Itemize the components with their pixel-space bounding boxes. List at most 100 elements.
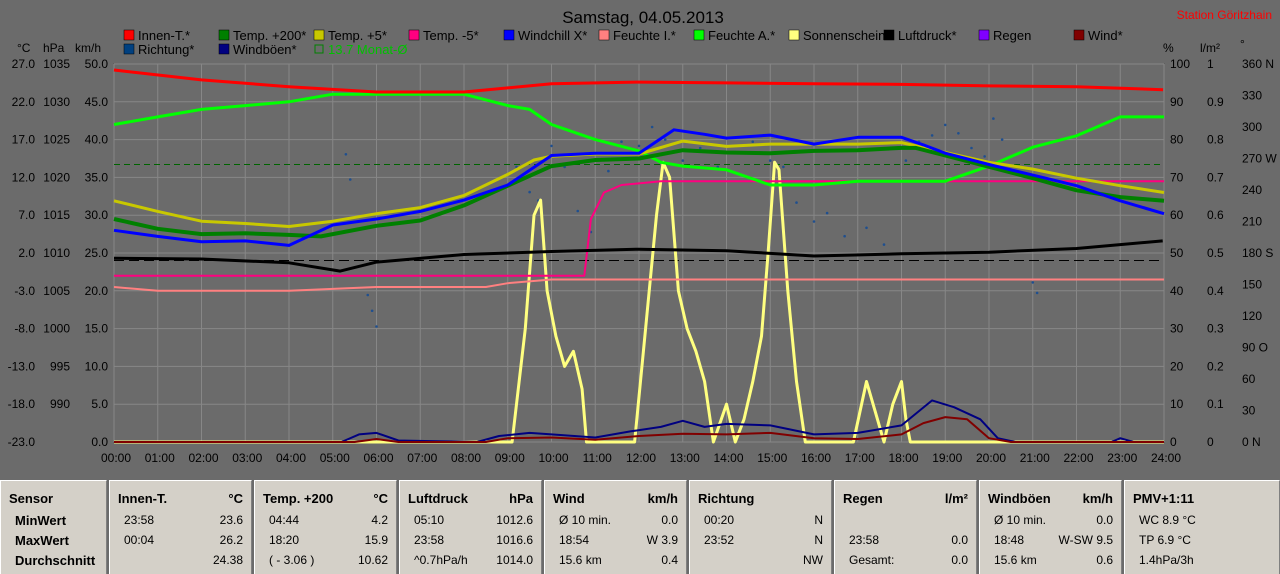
- direction-tick-label: 120: [1242, 309, 1262, 323]
- panel-value: 0.0: [951, 533, 968, 547]
- panel-title: Windböen: [988, 491, 1051, 506]
- direction-point: [795, 201, 798, 204]
- direction-point: [344, 153, 348, 156]
- panel-value: N: [814, 513, 823, 527]
- panel-header: PMV+1:11: [1133, 491, 1271, 507]
- panel-value: 1016.6: [496, 533, 533, 547]
- series: [113, 68, 1165, 444]
- direction-point: [698, 146, 702, 150]
- x-tick-label: 09:00: [495, 451, 525, 465]
- humidity-tick-label: 40: [1170, 284, 1184, 298]
- x-tick-label: 22:00: [1063, 451, 1093, 465]
- legend-swatch: [313, 29, 325, 41]
- panel-row: 05:10 1012.6: [408, 513, 533, 531]
- panel-title: Luftdruck: [408, 491, 468, 506]
- x-tick-label: 23:00: [1107, 451, 1137, 465]
- legend-label: Windböen*: [233, 42, 297, 57]
- humidity-tick-label: 20: [1170, 359, 1184, 373]
- x-tick-label: 13:00: [670, 451, 700, 465]
- rain-tick-label: 0.1: [1207, 397, 1224, 411]
- panel-header: Temp. +200 °C: [263, 491, 388, 507]
- humidity-tick-label: 10: [1170, 397, 1184, 411]
- x-tick-label: 11:00: [583, 451, 612, 465]
- stats-panel: PMV+1:11 WC 8.9 °C TP 6.9 °C 1.4hPa/3h: [1124, 480, 1280, 574]
- panel-unit: km/h: [1082, 491, 1113, 506]
- panel-time: 00:04: [124, 533, 155, 547]
- pressure-tick-label: 1005: [43, 284, 70, 298]
- panel-unit: °C: [228, 491, 243, 506]
- panel-row: 23:58 23.6: [118, 513, 243, 531]
- temp-tick-label: -13.0: [8, 359, 36, 373]
- x-tick-label: 06:00: [363, 451, 393, 465]
- panel-time: 1.4hPa/3h: [1139, 553, 1194, 567]
- x-tick-label: 19:00: [932, 451, 962, 465]
- direction-point: [1035, 291, 1039, 295]
- direction-point: [650, 125, 654, 129]
- panel-row: 23:58 0.0: [843, 533, 968, 551]
- panel-value: W 3.9: [646, 533, 678, 547]
- x-tick-label: 02:00: [188, 451, 218, 465]
- humidity-tick-label: 60: [1170, 208, 1184, 222]
- legend-label: Feuchte I.*: [613, 28, 676, 43]
- panel-value: W-SW 9.5: [1058, 533, 1113, 547]
- stats-panel: Sensor MinWert MaxWert Durchschnitt: [0, 480, 107, 574]
- wind-tick-label: 10.0: [85, 359, 109, 373]
- direction-tick-label: 150: [1242, 278, 1262, 292]
- panel-time: 05:10: [414, 513, 445, 527]
- temp-tick-label: 7.0: [18, 208, 35, 222]
- direction-point: [957, 132, 960, 135]
- panel-header: Richtung: [698, 491, 823, 507]
- panel-row: 18:20 15.9: [263, 533, 388, 551]
- panel-row: ( - 3.06 ) 10.62: [263, 553, 388, 571]
- panel-title: Innen-T.: [118, 491, 168, 506]
- humidity-tick-label: 30: [1170, 322, 1184, 336]
- rain-tick-label: 0.4: [1207, 284, 1224, 298]
- rain-tick-label: 0.6: [1207, 208, 1224, 222]
- wind-tick-label: 15.0: [85, 322, 109, 336]
- humidity-tick-label: 0: [1170, 435, 1177, 449]
- legend-swatch: [408, 29, 420, 41]
- legend-label: Wind*: [1088, 28, 1123, 43]
- direction-point: [681, 159, 685, 162]
- panel-time: Gesamt:: [849, 553, 895, 567]
- legend-label: Innen-T.*: [138, 28, 190, 43]
- temp-tick-label: -3.0: [14, 284, 35, 298]
- panel-row: 23:52 N: [698, 533, 823, 551]
- x-tick-label: 16:00: [801, 451, 831, 465]
- panel-row: MinWert: [9, 513, 98, 531]
- legend-swatch: [314, 44, 324, 54]
- rain-tick-label: 0.8: [1207, 133, 1224, 147]
- panel-row: NW: [698, 553, 823, 571]
- direction-tick-label: 270 W: [1242, 152, 1277, 166]
- panel-value: 24.38: [212, 553, 243, 567]
- panel-value: 0.4: [661, 553, 678, 567]
- panel-row: 04:44 4.2: [263, 513, 388, 531]
- legend-label: Richtung*: [138, 42, 194, 57]
- panel-row: TP 6.9 °C: [1133, 533, 1271, 551]
- panel-row: WC 8.9 °C: [1133, 513, 1271, 531]
- panel-value: 10.62: [357, 553, 388, 567]
- series-line-windchill-x: [113, 128, 1165, 247]
- direction-point: [943, 123, 947, 127]
- pressure-tick-label: 990: [50, 397, 70, 411]
- panel-unit: °C: [373, 491, 388, 506]
- x-tick-label: 18:00: [888, 451, 918, 465]
- panel-time: 18:20: [269, 533, 300, 547]
- panel-row: 24.38: [118, 553, 243, 571]
- x-tick-label: 10:00: [538, 451, 568, 465]
- panel-row: 15.6 km 0.6: [988, 553, 1113, 571]
- panel-row: 23:58 1016.6: [408, 533, 533, 551]
- panel-value: 23.6: [219, 513, 243, 527]
- legend-swatch: [1073, 29, 1085, 41]
- panel-header: Sensor: [9, 491, 98, 507]
- stats-panel: Wind km/h Ø 10 min. 0.0 18:54 W 3.9 15.6 km 0.4: [544, 480, 687, 574]
- panel-unit: hPa: [509, 491, 533, 506]
- panel-time: 00:20: [704, 513, 735, 527]
- legend-swatch: [693, 29, 705, 41]
- legend-swatch: [123, 29, 135, 41]
- x-tick-label: 05:00: [320, 451, 350, 465]
- panel-time: 23:52: [704, 533, 735, 547]
- temp-tick-label: 17.0: [12, 133, 36, 147]
- humidity-tick-label: 80: [1170, 133, 1184, 147]
- humidity-tick-label: 50: [1170, 246, 1184, 260]
